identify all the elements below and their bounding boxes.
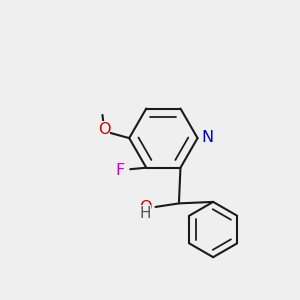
Text: O: O	[98, 122, 110, 137]
Text: N: N	[201, 130, 213, 145]
Text: O: O	[140, 200, 152, 215]
Text: H: H	[139, 206, 151, 221]
Text: F: F	[116, 163, 125, 178]
